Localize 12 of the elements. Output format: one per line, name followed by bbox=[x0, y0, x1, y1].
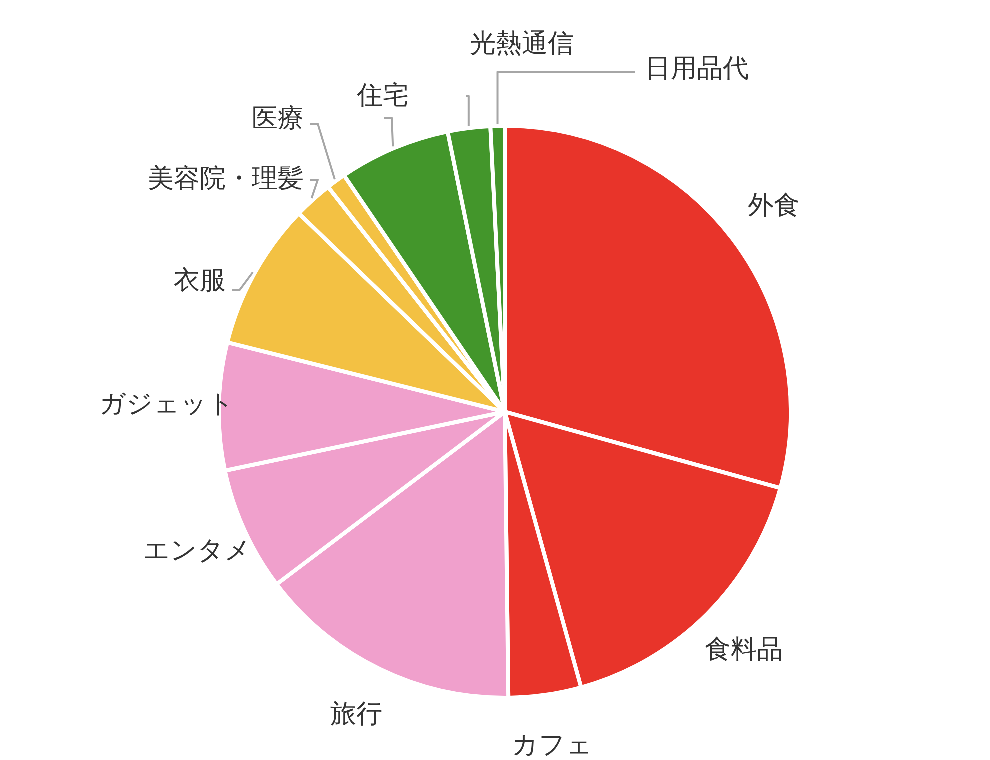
slice-label: 美容院・理髪 bbox=[148, 164, 304, 194]
slice-label: 光熱通信 bbox=[470, 28, 574, 59]
slice-label: ガジェット bbox=[100, 389, 235, 420]
slice-label: カフェ bbox=[512, 730, 594, 760]
slice-label: 旅行 bbox=[330, 699, 382, 730]
slice-label: エンタメ bbox=[143, 536, 252, 566]
slice-label: 医療 bbox=[252, 104, 304, 134]
slice-label: 住宅 bbox=[356, 80, 409, 111]
slice-label: 衣服 bbox=[174, 266, 226, 296]
slice-label: 外食 bbox=[748, 191, 800, 222]
slice-label: 日用品代 bbox=[645, 54, 749, 84]
slice-label: 食料品 bbox=[705, 634, 783, 665]
